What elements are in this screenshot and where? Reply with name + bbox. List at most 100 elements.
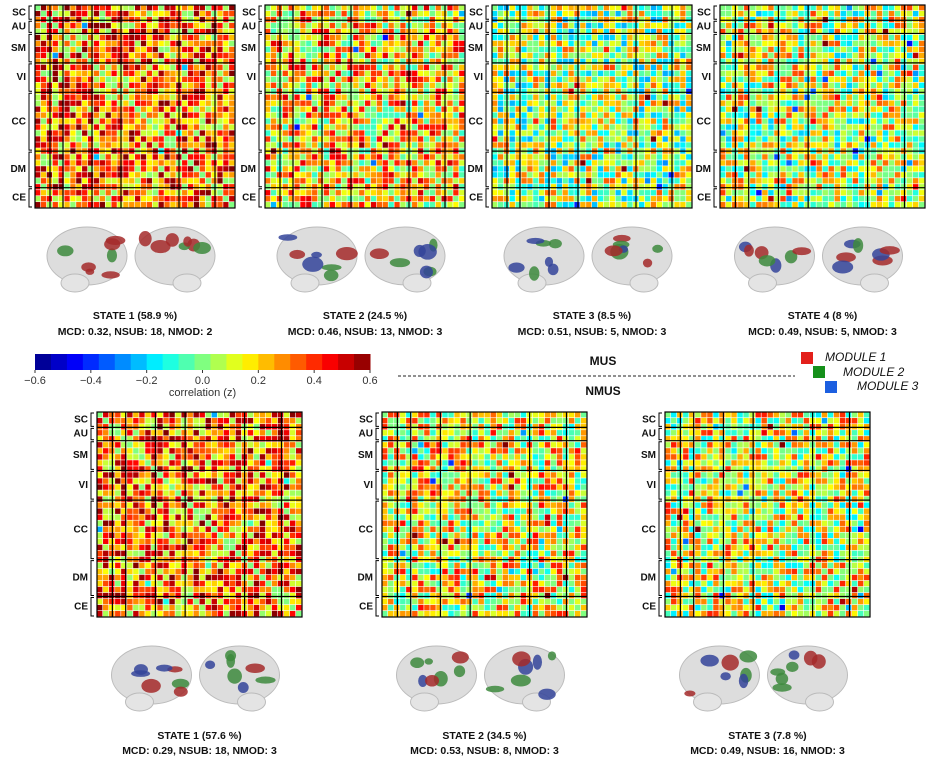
matrix-cell	[388, 40, 394, 47]
matrix-cell	[453, 112, 459, 118]
matrix-cell	[580, 28, 586, 35]
matrix-cell	[152, 82, 158, 88]
matrix-cell	[382, 52, 388, 59]
matrix-cell	[400, 58, 406, 65]
matrix-cell	[615, 160, 621, 166]
matrix-cell	[750, 64, 756, 71]
matrix-cell	[492, 22, 498, 29]
matrix-cell	[199, 52, 205, 59]
matrix-cell	[609, 58, 615, 65]
matrix-cell	[211, 430, 217, 436]
matrix-cell	[127, 430, 133, 436]
matrix-cell	[858, 52, 865, 59]
matrix-cell	[400, 136, 406, 142]
matrix-cell	[768, 22, 774, 29]
matrix-cell	[509, 34, 515, 41]
matrix-cell	[400, 82, 406, 88]
matrix-cell	[550, 34, 557, 41]
matrix-cell	[217, 412, 224, 418]
matrix-cell	[140, 34, 147, 41]
matrix-cell	[912, 172, 919, 178]
matrix-cell	[105, 202, 111, 208]
matrix-cell	[394, 142, 400, 148]
colorbar-segment	[66, 354, 84, 370]
matrix-cell	[193, 82, 200, 88]
matrix-cell	[40, 106, 47, 112]
matrix-cell	[550, 76, 557, 83]
matrix-cell	[417, 190, 424, 196]
matrix-cell	[199, 172, 205, 178]
matrix-cell	[650, 5, 657, 11]
matrix-cell	[335, 106, 341, 112]
matrix-cell	[217, 196, 223, 202]
matrix-cell	[521, 10, 527, 17]
matrix-cell	[76, 76, 82, 83]
matrix-cell	[365, 100, 371, 106]
matrix-cell	[99, 22, 105, 29]
matrix-cell	[774, 166, 780, 172]
matrix-cell	[300, 172, 306, 178]
matrix-cell	[312, 28, 318, 35]
matrix-cell	[822, 22, 828, 29]
matrix-cell	[329, 136, 335, 142]
matrix-cell	[644, 178, 651, 184]
matrix-cell	[780, 5, 786, 11]
matrix-cell	[394, 154, 400, 160]
module-label: CC	[242, 116, 256, 127]
matrix-cell	[762, 88, 768, 94]
matrix-cell	[394, 34, 400, 41]
matrix-cell	[918, 190, 925, 196]
module-label: AU	[469, 21, 483, 32]
matrix-cell	[429, 190, 435, 196]
matrix-cell	[335, 52, 341, 59]
matrix-cell	[359, 40, 365, 47]
matrix-cell	[152, 34, 158, 41]
module-label: DM	[10, 164, 26, 175]
matrix-cell	[639, 142, 645, 148]
matrix-cell	[509, 154, 515, 160]
matrix-cell	[828, 28, 834, 35]
matrix-cell	[750, 112, 756, 118]
matrix-cell	[412, 58, 418, 65]
matrix-cell	[521, 112, 527, 118]
matrix-cell	[828, 58, 834, 65]
matrix-cell	[64, 10, 70, 17]
matrix-cell	[123, 118, 129, 124]
matrix-cell	[376, 130, 383, 136]
matrix-cell	[265, 64, 271, 71]
matrix-cell	[656, 172, 662, 178]
matrix-cell	[822, 10, 828, 17]
matrix-cell	[158, 82, 164, 88]
matrix-cell	[135, 130, 141, 136]
matrix-cell	[93, 106, 100, 112]
matrix-cell	[306, 202, 312, 208]
matrix-cell	[544, 106, 551, 112]
matrix-cell	[139, 418, 145, 424]
matrix-cell	[738, 190, 744, 196]
module-label: SC	[469, 7, 483, 18]
matrix-cell	[550, 142, 557, 148]
matrix-cell	[562, 184, 568, 190]
matrix-cell	[888, 34, 895, 41]
matrix-cell	[412, 202, 418, 208]
matrix-cell	[294, 118, 300, 124]
matrix-cell	[435, 130, 441, 136]
matrix-cell	[58, 82, 64, 88]
matrix-cell	[117, 70, 123, 77]
matrix-cell	[370, 100, 377, 106]
matrix-cell	[662, 172, 668, 178]
matrix-cell	[686, 100, 692, 106]
matrix-cell	[870, 52, 877, 59]
matrix-cell	[650, 40, 657, 47]
matrix-cell	[205, 100, 211, 106]
matrix-cell	[312, 160, 318, 166]
matrix-cell	[621, 190, 627, 196]
matrix-cell	[117, 202, 123, 208]
matrix-cell	[627, 136, 633, 142]
matrix-cell	[574, 106, 580, 112]
matrix-cell	[105, 76, 111, 83]
matrix-cell	[93, 100, 100, 106]
matrix-cell	[135, 136, 141, 142]
matrix-cell	[175, 412, 181, 418]
matrix-cell	[621, 58, 627, 65]
